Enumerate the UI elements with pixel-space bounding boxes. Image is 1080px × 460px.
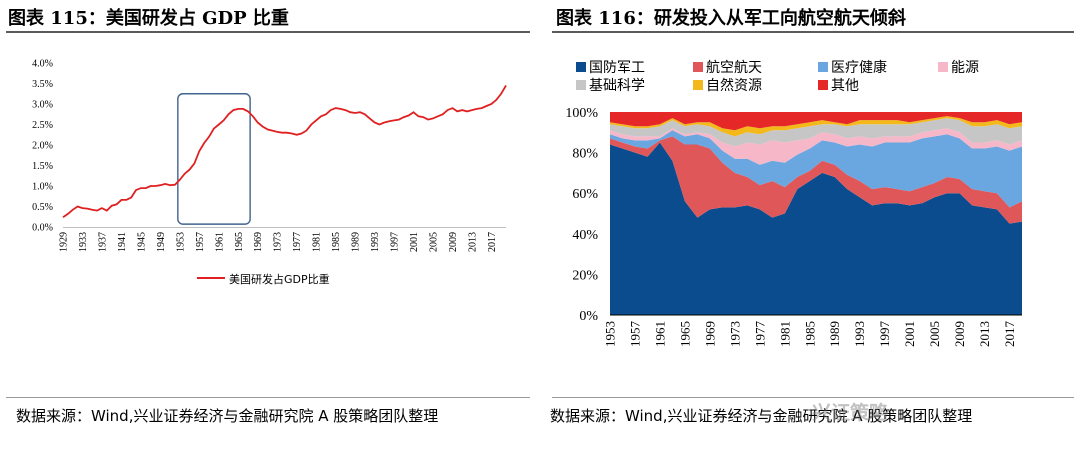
legend-label: 能源 [951,60,979,76]
legend-label: 航空航天 [706,60,762,76]
highlight-box [177,93,251,225]
x-tick-label: 1993 [370,232,381,252]
y-tick-label: 60% [572,187,598,202]
watermark: 兴证策略 [812,402,889,424]
x-tick-label: 2001 [409,232,420,252]
x-tick-label: 2005 [927,321,942,347]
left-source-rule [6,397,530,398]
x-tick-label: 1965 [677,321,692,347]
y-tick-label: 80% [572,147,598,162]
legend-swatch [938,62,948,72]
right-title-rule [552,31,1074,33]
legend-label: 美国研发占GDP比重 [229,272,330,286]
x-tick-label: 1969 [253,232,264,252]
area-航空航天 [610,136,1022,224]
legend-label: 医疗健康 [831,59,887,76]
legend-label: 其他 [831,78,859,94]
y-tick-label: 100% [565,106,598,121]
area-国防军工 [610,142,1022,315]
x-tick-label: 1997 [390,232,401,252]
x-tick-label: 2001 [902,321,917,347]
legend-swatch [693,62,703,72]
right-source-note: 数据来源：Wind,兴业证券经济与金融研究院 A 股策略团队整理 [550,407,973,425]
left-chart-title: 图表 115：美国研发占 GDP 比重 [8,8,289,29]
y-tick-label: 2.5% [32,120,53,131]
legend-swatch [576,62,586,72]
x-tick-label: 1981 [777,321,792,347]
x-tick-label: 1965 [234,232,245,252]
y-tick-label: 2.0% [32,141,53,152]
x-tick-label: 1981 [312,232,323,252]
left-title-rule [6,31,530,33]
area-医疗健康 [610,130,1022,208]
x-tick-label: 1957 [627,321,642,348]
rd-gdp-line-chart: 0.0% 0.5% 1.0% 1.5% 2.0% 2.5% 3.0% 3.5% 4.0% 192… [32,59,507,286]
x-tick-label: 2009 [448,232,459,252]
x-tick-label: 2009 [952,321,967,347]
y-tick-label: 1.0% [32,182,53,193]
y-tick-label: 3.0% [32,100,53,111]
x-tick-label: 2017 [487,232,498,252]
rd-gdp-line [62,85,507,218]
legend-label: 基础科学 [589,77,645,94]
x-tick-label: 1929 [59,232,70,252]
y-tick-label: 3.5% [32,79,53,90]
left-source-note: 数据来源：Wind,兴业证券经济与金融研究院 A 股策略团队整理 [16,407,439,425]
x-tick-label: 1937 [97,232,108,252]
x-tick-label: 2005 [428,232,439,252]
x-tick-label: 1957 [195,232,206,252]
y-tick-label: 0.0% [32,223,53,234]
x-tick-label: 1961 [652,321,667,347]
area-自然资源 [610,116,1022,137]
legend-swatch [693,80,703,90]
x-tick-label: 1973 [727,321,742,347]
area-基础科学 [610,118,1022,147]
x-tick-label: 1953 [603,321,618,347]
legend-swatch [818,62,828,72]
x-tick-label: 1985 [802,321,817,347]
x-tick-label: 1989 [827,321,842,347]
y-tick-label: 4.0% [32,59,53,70]
y-tick-label: 0.5% [32,202,53,213]
x-tick-label: 1941 [117,232,128,252]
y-tick-label: 1.5% [32,161,53,172]
y-tick-label: 0% [579,309,598,324]
x-tick-label: 1961 [214,232,225,252]
legend-label: 自然资源 [706,77,762,94]
x-tick-label: 1977 [752,321,767,348]
area-其他 [610,112,1022,131]
x-tick-label: 1973 [273,232,284,252]
legend-swatch [818,80,828,90]
right-source-rule [552,397,1074,398]
x-tick-label: 1997 [877,321,892,348]
x-tick-label: 2013 [467,232,478,252]
legend-swatch [576,80,586,90]
y-tick-label: 40% [572,228,598,243]
x-tick-label: 1949 [156,232,167,252]
x-tick-label: 1945 [136,232,147,252]
x-tick-label: 1985 [331,232,342,252]
legend-label: 国防军工 [589,60,645,76]
x-tick-label: 1969 [702,321,717,347]
x-tick-label: 1933 [78,232,89,252]
x-tick-label: 2017 [1002,321,1017,348]
x-tick-label: 1977 [292,232,303,252]
x-tick-label: 1953 [175,232,186,252]
right-chart-title: 图表 116：研发投入从军工向航空航天倾斜 [556,8,906,29]
x-tick-label: 1993 [852,321,867,347]
area-能源 [610,128,1022,165]
x-tick-label: 1989 [351,232,362,252]
y-tick-label: 20% [572,268,598,283]
x-tick-label: 2013 [977,321,992,347]
